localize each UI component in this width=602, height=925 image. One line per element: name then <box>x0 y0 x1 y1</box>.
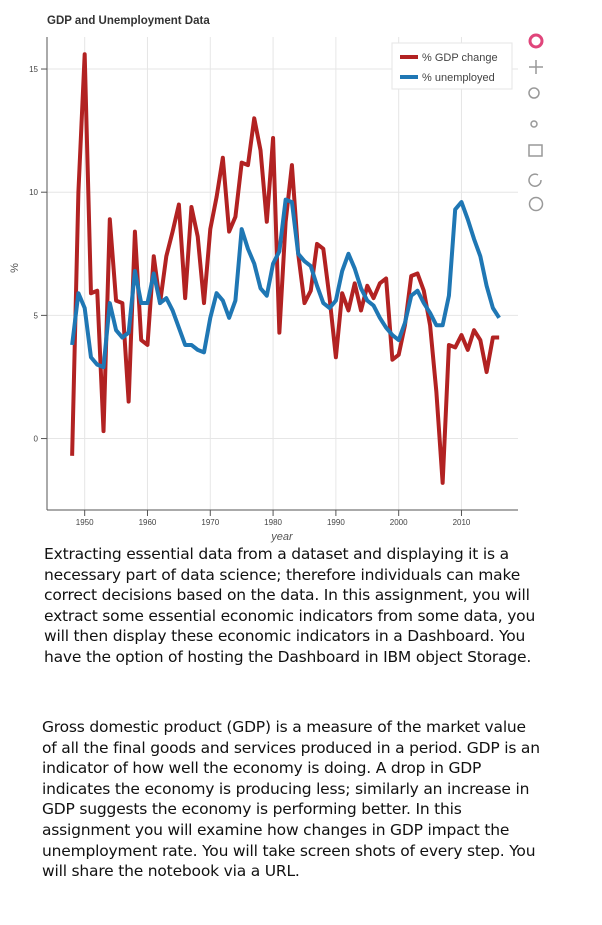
x-tick-label: 1960 <box>139 518 157 527</box>
bokeh-logo[interactable] <box>528 33 544 49</box>
y-tick-label: 10 <box>29 188 38 197</box>
y-tick-label: 0 <box>34 435 39 444</box>
legend-box <box>391 42 513 90</box>
x-tick-label: 1990 <box>327 518 345 527</box>
series-line <box>70 52 500 485</box>
y-tick-label: 5 <box>34 311 39 320</box>
paragraph: Gross domestic product (GDP) is a measur… <box>42 718 540 881</box>
x-axis-label: year <box>270 531 294 543</box>
y-axis-label: % <box>9 263 21 273</box>
save-tool[interactable] <box>528 144 543 157</box>
x-tick-label: 1970 <box>201 518 219 527</box>
zoom-tool[interactable] <box>528 87 540 99</box>
x-tick-label: 2010 <box>453 518 471 527</box>
series-line <box>70 197 501 370</box>
y-tick-label: 15 <box>29 65 38 74</box>
help-tool[interactable] <box>528 196 544 212</box>
paragraph: Extracting essential data from a dataset… <box>44 545 536 666</box>
x-tick-label: 2000 <box>390 518 408 527</box>
x-tick-label: 1950 <box>76 518 94 527</box>
legend-label: % GDP change <box>422 52 498 64</box>
x-tick-label: 1980 <box>264 518 282 527</box>
legend: % GDP change % unemployed <box>391 42 513 90</box>
legend-label: % unemployed <box>422 72 495 84</box>
pan-tool[interactable] <box>529 60 543 74</box>
wheel-zoom-tool[interactable] <box>530 120 538 128</box>
toolbar <box>528 33 544 212</box>
chart-title: GDP and Unemployment Data <box>47 15 210 27</box>
reset-tool[interactable] <box>528 173 542 187</box>
chart: GDP and Unemployment Data % year 0 5 10 15 1… <box>9 15 544 543</box>
